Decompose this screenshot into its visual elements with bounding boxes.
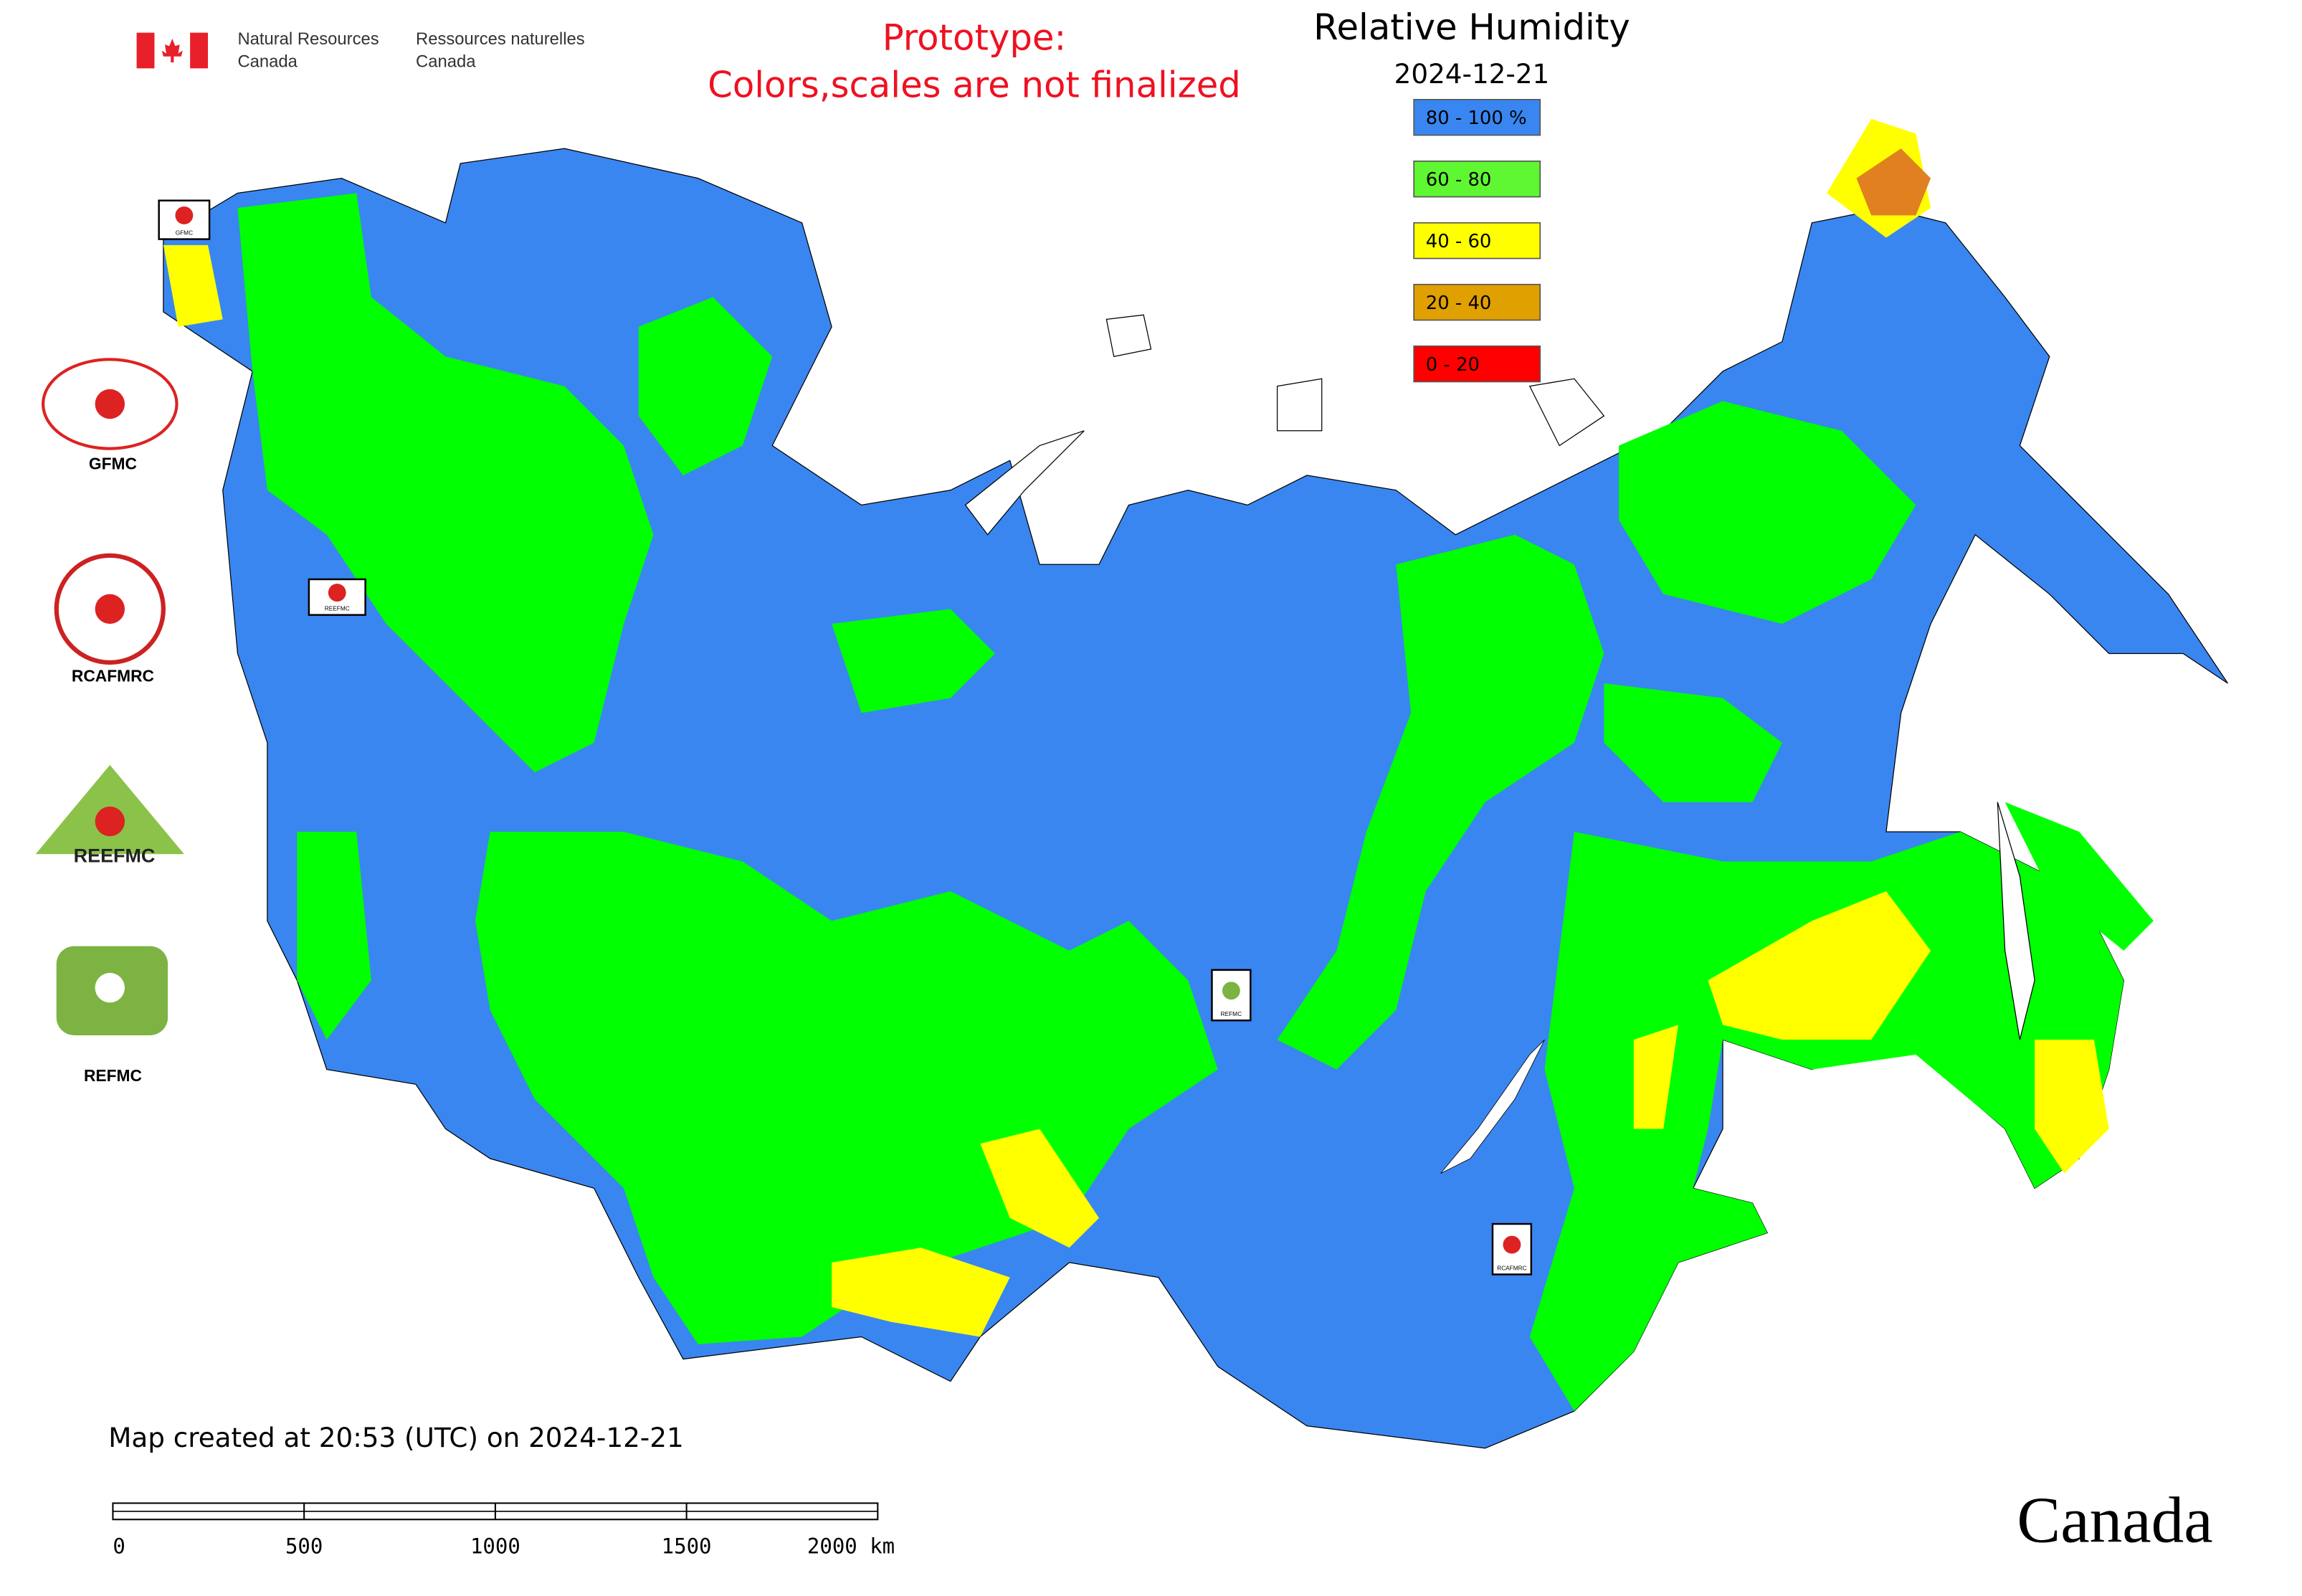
islands: [964, 314, 2035, 1040]
legend-label: 20 - 40: [1426, 293, 1492, 314]
legend-label: 80 - 100 %: [1426, 108, 1527, 129]
legend-swatch: [1413, 283, 1541, 321]
logo-flame: [95, 806, 125, 837]
map-marker-icon: [1222, 982, 1240, 1000]
land-base: [163, 148, 2228, 1449]
map-marker-label: GFMC: [176, 229, 193, 236]
logo-flame: [95, 972, 125, 1003]
org-name: Natural Resources: [237, 29, 379, 49]
map: [163, 118, 2228, 1449]
legend-swatch: [1413, 98, 1541, 136]
canada-flag: [136, 32, 209, 69]
legend-date: 2024-12-21: [1394, 58, 1550, 90]
scale-bar: 0 500 1000 1500 2000 km: [112, 1502, 895, 1559]
logo-flame: [95, 389, 125, 419]
created-note: Map created at 20:53 (UTC) on 2024-12-21: [108, 1422, 683, 1453]
logo-label: GFMC: [89, 454, 137, 472]
org-name: Canada: [416, 52, 476, 71]
map-marker-icon: [328, 584, 346, 602]
legend-swatch: [1413, 160, 1541, 198]
logo-label: REFMC: [84, 1066, 142, 1085]
legend-label: 40 - 60: [1426, 231, 1492, 252]
legend: 80 - 100 % 60 - 80 40 - 60 20 - 40 0 - 20: [1413, 98, 1541, 383]
org-name: Canada: [237, 52, 298, 71]
map-marker-icon: [1503, 1235, 1521, 1254]
scale-label: 0: [113, 1534, 125, 1559]
org-name: Ressources naturelles: [416, 29, 585, 49]
humidity-40-60: [163, 118, 2109, 1337]
legend-swatch: [1413, 345, 1541, 383]
legend-label: 60 - 80: [1426, 169, 1492, 191]
scale-label: 1000: [470, 1534, 520, 1559]
logo-flame: [95, 594, 125, 624]
lake: [1440, 1039, 1545, 1174]
canada-wordmark: Canada: [2017, 1484, 2212, 1557]
scale-label: 1500: [662, 1534, 712, 1559]
humidity-20-40: [1856, 148, 1931, 216]
partner-logos: GFMC RCAFMRC REEFMC REFMC: [35, 358, 184, 1085]
scale-label: 2000 km: [807, 1534, 895, 1559]
logo-label: RCAFMRC: [72, 667, 154, 685]
notice: Prototype:: [883, 16, 1067, 58]
map-marker-icon: [175, 206, 194, 224]
scale-label: 500: [285, 1534, 323, 1559]
map-marker-label: REEFMC: [325, 606, 350, 612]
map-marker-label: REFMC: [1221, 1011, 1242, 1017]
logo-label: REEFMC: [74, 845, 156, 866]
map-markers: GFMC REEFMC REFMC RCAFMRC: [158, 199, 1533, 1276]
notice: Colors,scales are not finalized: [708, 65, 1241, 106]
map-marker-label: RCAFMRC: [1497, 1265, 1526, 1271]
legend-swatch: [1413, 222, 1541, 260]
legend-title: Relative Humidity: [1313, 6, 1630, 48]
legend-label: 0 - 20: [1426, 354, 1480, 376]
